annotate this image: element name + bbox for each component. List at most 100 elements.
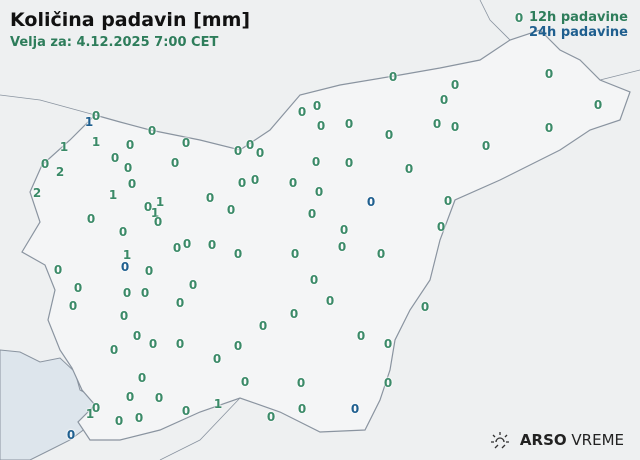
station-value: 0 (297, 402, 307, 416)
station-value: 0 (311, 155, 321, 169)
station-value: 1 (91, 135, 101, 149)
station-value: 0 (289, 307, 299, 321)
station-value: 0 (432, 117, 442, 131)
station-value: 0 (175, 296, 185, 310)
station-value: 0 (91, 401, 101, 415)
station-value: 0 (140, 286, 150, 300)
station-value: 0 (314, 185, 324, 199)
station-value: 0 (255, 146, 265, 160)
station-value: 0 (122, 286, 132, 300)
valid-time: Velja za: 4.12.2025 7:00 CET (10, 35, 219, 50)
station-value: 0 (240, 375, 250, 389)
slovenia-border (21, 29, 631, 441)
map-title: Količina padavin [mm] (10, 9, 251, 31)
station-value: 0 (66, 428, 76, 442)
sun-icon (490, 432, 509, 449)
station-value: 1 (84, 115, 94, 129)
legend-24h: 24h padavine (528, 25, 628, 40)
station-value: 0 (420, 300, 430, 314)
station-value: 0 (288, 176, 298, 190)
station-value: 0 (544, 67, 554, 81)
station-value: 2 (32, 186, 42, 200)
station-value: 1 (213, 397, 223, 411)
station-value: 0 (205, 191, 215, 205)
station-value: 0 (212, 352, 222, 366)
station-value: 0 (154, 391, 164, 405)
station-value: 0 (245, 138, 255, 152)
station-value: 0 (153, 215, 163, 229)
station-value: 0 (376, 247, 386, 261)
logo-brand: ARSO (519, 431, 567, 449)
station-value: 0 (404, 162, 414, 176)
station-value: 0 (114, 414, 124, 428)
station-value: 0 (344, 156, 354, 170)
station-value: 0 (384, 128, 394, 142)
station-value: 0 (127, 177, 137, 191)
station-value: 0 (450, 120, 460, 134)
station-value: 0 (443, 194, 453, 208)
station-value: 0 (439, 93, 449, 107)
station-value: 0 (144, 264, 154, 278)
station-value: 1 (122, 248, 132, 262)
station-value: 0 (110, 151, 120, 165)
station-value: 0 (188, 278, 198, 292)
station-value: 0 (170, 156, 180, 170)
station-value: 0 (137, 371, 147, 385)
legend: 12h padavine 24h padavine (529, 10, 628, 40)
station-value: 0 (450, 78, 460, 92)
station-value: 0 (258, 319, 268, 333)
station-value: 1 (85, 407, 95, 421)
station-value: 0 (312, 99, 322, 113)
station-value: 0 (182, 237, 192, 251)
station-value: 0 (109, 343, 119, 357)
station-value: 0 (207, 238, 217, 252)
station-value: 0 (337, 240, 347, 254)
legend-12h: 12h padavine (528, 10, 628, 25)
station-value: 0 (148, 337, 158, 351)
station-value: 0 (40, 157, 50, 171)
station-value: 0 (366, 195, 376, 209)
station-value: 0 (119, 309, 129, 323)
station-value: 0 (68, 299, 78, 313)
arso-logo: ARSO VREME (490, 431, 624, 449)
station-value: 0 (350, 402, 360, 416)
station-value: 1 (150, 206, 160, 220)
station-value: 0 (266, 410, 276, 424)
station-value: 0 (383, 376, 393, 390)
station-value: 0 (125, 390, 135, 404)
station-value: 0 (181, 136, 191, 150)
station-value: 0 (147, 124, 157, 138)
station-value: 1 (59, 140, 69, 154)
station-value: 0 (316, 119, 326, 133)
station-value: 0 (290, 247, 300, 261)
station-value: 0 (118, 225, 128, 239)
station-value: 0 (481, 139, 491, 153)
station-value: 0 (344, 117, 354, 131)
station-value: 0 (325, 294, 335, 308)
station-value: 0 (356, 329, 366, 343)
station-value: 0 (309, 273, 319, 287)
station-value: 0 (339, 223, 349, 237)
station-value: 0 (307, 207, 317, 221)
station-value: 0 (233, 339, 243, 353)
station-value: 0 (123, 161, 133, 175)
station-value: 0 (296, 376, 306, 390)
station-value: 0 (297, 105, 307, 119)
station-value: 0 (172, 241, 182, 255)
station-value: 0 (175, 337, 185, 351)
station-value: 1 (155, 195, 165, 209)
station-value: 0 (125, 138, 135, 152)
station-value: 0 (91, 109, 101, 123)
station-value: 0 (250, 173, 260, 187)
station-value: 0 (514, 11, 524, 25)
station-value: 0 (143, 200, 153, 214)
station-value: 0 (86, 212, 96, 226)
logo-suffix: VREME (571, 431, 624, 449)
station-value: 0 (383, 337, 393, 351)
station-value: 0 (132, 329, 142, 343)
station-value: 0 (436, 220, 446, 234)
station-value: 0 (120, 260, 130, 274)
station-value: 0 (53, 263, 63, 277)
